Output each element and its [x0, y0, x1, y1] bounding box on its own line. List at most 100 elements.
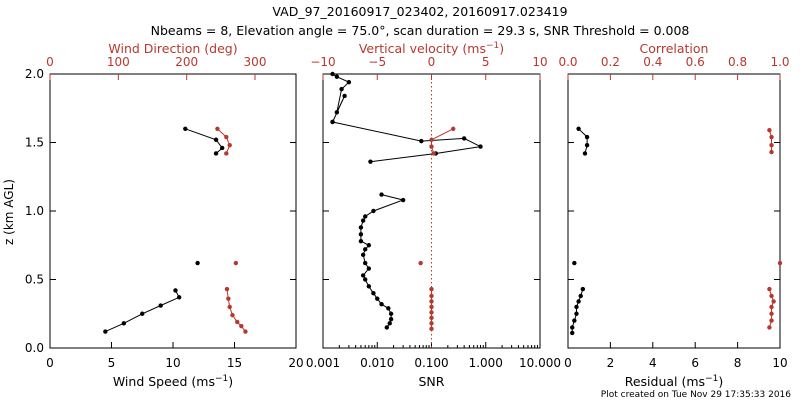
panel-1-black-point [213, 137, 219, 142]
panel-1-black-point [220, 145, 225, 151]
panel-2-red-point [429, 310, 434, 315]
panel-2-black-point [339, 86, 344, 92]
panel-3-red-point [767, 325, 772, 330]
panel-1-red-series-line [217, 128, 231, 154]
panel-3-black-point [572, 318, 577, 323]
panel-3-red-point [767, 127, 772, 133]
panel-3-red-point [769, 134, 774, 140]
panel-1-red-point [226, 296, 231, 301]
panel-1-red-point [233, 260, 239, 266]
panel-1-black-series-line [185, 128, 223, 154]
panel-2-xtick-label: 1.000 [469, 356, 503, 370]
panel-1-xaxis-title: Wind Speed (ms−1) [113, 374, 233, 389]
panel-2-xaxis-title-main: SNR [419, 374, 445, 389]
panel-3-black-point [574, 311, 579, 316]
panel-2-black-point [360, 252, 366, 258]
panel-3-black-point [572, 260, 577, 266]
panel-3-xtick-label: 8 [734, 356, 742, 370]
y-tick-label: 0.0 [25, 341, 44, 355]
panel-2-red-point [429, 299, 434, 304]
panel-3-black-point [576, 126, 581, 131]
panel-3-black-point [574, 304, 579, 310]
panel-3-black-point [576, 299, 581, 304]
panel-1-top-axis-title: Wind Direction (deg) [108, 41, 237, 56]
panel-3-xtick-label: 10 [772, 356, 787, 370]
panel-2-black-point [358, 225, 364, 230]
panel-2-xtick-label: 10.000 [519, 356, 561, 370]
panel-3-red-point [769, 143, 774, 148]
y-tick-label: 1.0 [25, 204, 44, 218]
panel-1-toptick-label: 100 [107, 55, 130, 69]
panel-3-red-point [769, 318, 774, 323]
panel-2-black-point [366, 284, 372, 289]
panel-3-toptick-label: 1.0 [770, 55, 789, 69]
panel-1-red-point [239, 323, 244, 329]
chart-title-line1: VAD_97_20160917_023402, 20160917.023419 [272, 4, 567, 19]
panel-2-black-point [358, 238, 364, 244]
panel-2-black-point [366, 266, 372, 271]
panel-2-black-point [388, 317, 394, 322]
panel-2-xtick-label: 0.010 [360, 356, 394, 370]
y-tick-label: 2.0 [25, 67, 44, 81]
panel-3-red-point [769, 304, 774, 310]
panel-2-toptick-label: −10 [310, 55, 335, 69]
panel-2-black-point [363, 247, 368, 252]
panel-2-red-point [418, 260, 423, 266]
y-tick-label: 0.5 [25, 273, 44, 287]
panel-1-black-series-line [105, 290, 180, 333]
panel-2-red-point [429, 304, 434, 310]
panel-2-red-point [429, 321, 434, 326]
panel-1-xtick-label: 5 [108, 356, 116, 370]
panel-2-black-point [363, 260, 368, 266]
panel-3-top-axis-title-main: Correlation [640, 41, 709, 56]
panel-2-red-point [431, 151, 436, 156]
panel-3-toptick-label: 0.2 [601, 55, 620, 69]
panel-3-xtick-label: 2 [607, 356, 615, 370]
panel-3-xaxis-title-sup: −1 [705, 374, 718, 384]
panel-2-black-point [375, 296, 380, 301]
panel-3-black-point [580, 286, 586, 292]
panel-1-black-point [103, 329, 108, 334]
panel-2-black-point [419, 138, 424, 144]
panel-2-black-point [400, 197, 406, 203]
panel-3-black-series-line [578, 128, 588, 154]
panel-3-black-point [578, 293, 583, 299]
panel-3-red-point [769, 293, 774, 299]
panel-1-toptick-label: 300 [244, 55, 267, 69]
panel-2-black-point [371, 291, 376, 296]
panel-2-black-point [384, 325, 390, 330]
panel-2-black-point [334, 74, 340, 79]
panel-2-red-point [429, 315, 434, 321]
panel-3-red-point [769, 311, 774, 316]
panel-3-red-point [777, 260, 783, 266]
panel-2-black-point [346, 80, 352, 85]
panel-2-black-point [371, 208, 376, 214]
panel-2-black-point [379, 192, 384, 197]
panel-1-xaxis-title-main: Wind Speed (ms [113, 374, 215, 389]
panel-2-black-point [366, 243, 372, 248]
panel-1-black-point [173, 288, 178, 293]
panel-3-xaxis-title-suffix: ) [718, 374, 723, 389]
panel-1-black-point [176, 295, 182, 300]
panel-2-black-point [342, 93, 347, 99]
panel-2-toptick-label: 10 [532, 55, 547, 69]
panel-2-red-point [429, 326, 434, 332]
panel-3-toptick-label: 0.8 [728, 55, 747, 69]
panel-2-black-point [379, 301, 384, 307]
panel-2-top-axis-title-sup: −1 [486, 41, 499, 51]
panel-1-red-point [227, 304, 232, 310]
y-axis-label: z (km AGL) [2, 179, 16, 245]
panel-2-xtick-label: 0.001 [306, 356, 340, 370]
panel-3-xtick-label: 0 [564, 356, 572, 370]
panel-2-black-point [368, 159, 373, 164]
panel-2-black-point [387, 321, 392, 326]
panel-3-red-series-line [768, 130, 772, 153]
panel-2-toptick-label: −5 [368, 55, 386, 69]
panel-2-black-series-line [360, 194, 405, 328]
panel-2-black-point [330, 71, 335, 77]
panel-1-toptick-label: 200 [175, 55, 198, 69]
panel-2-red-point [429, 293, 434, 299]
panel-1-xtick-label: 0 [46, 356, 54, 370]
panel-2-red-series-line [431, 128, 454, 154]
panel-2-xaxis-title: SNR [419, 374, 445, 389]
